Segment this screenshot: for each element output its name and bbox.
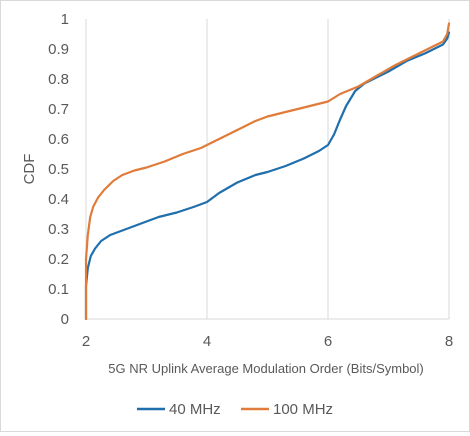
- y-axis-label: CDF: [21, 154, 38, 185]
- series-line-2: [84, 22, 451, 321]
- x-tick-label: 2: [82, 333, 90, 350]
- y-tick-label: 0: [61, 311, 69, 328]
- x-tick-label: 8: [445, 333, 453, 350]
- legend-label: 100 MHz: [273, 401, 333, 418]
- y-tick-label: 0.4: [48, 191, 69, 208]
- series-lines: [84, 22, 451, 321]
- y-tick-label: 1: [61, 11, 69, 28]
- y-tick-label: 0.7: [48, 101, 69, 118]
- y-tick-labels: 0 0.1 0.2 0.3 0.4 0.5 0.6 0.7 0.8 0.9 1: [48, 11, 69, 328]
- y-tick-label: 0.6: [48, 131, 69, 148]
- legend-label: 40 MHz: [169, 401, 221, 418]
- y-tick-label: 0.5: [48, 161, 69, 178]
- y-tick-label: 0.8: [48, 71, 69, 88]
- x-axis-label: 5G NR Uplink Average Modulation Order (B…: [108, 361, 424, 376]
- x-tick-label: 4: [203, 333, 211, 350]
- series-line-1: [84, 31, 451, 321]
- y-tick-label: 0.2: [48, 251, 69, 268]
- x-tick-labels: 2 4 6 8: [82, 333, 453, 350]
- y-tick-label: 0.3: [48, 221, 69, 238]
- legend: 40 MHz 100 MHz: [137, 401, 333, 418]
- y-tick-label: 0.1: [48, 281, 69, 298]
- x-tick-label: 6: [324, 333, 332, 350]
- y-tick-label: 0.9: [48, 41, 69, 58]
